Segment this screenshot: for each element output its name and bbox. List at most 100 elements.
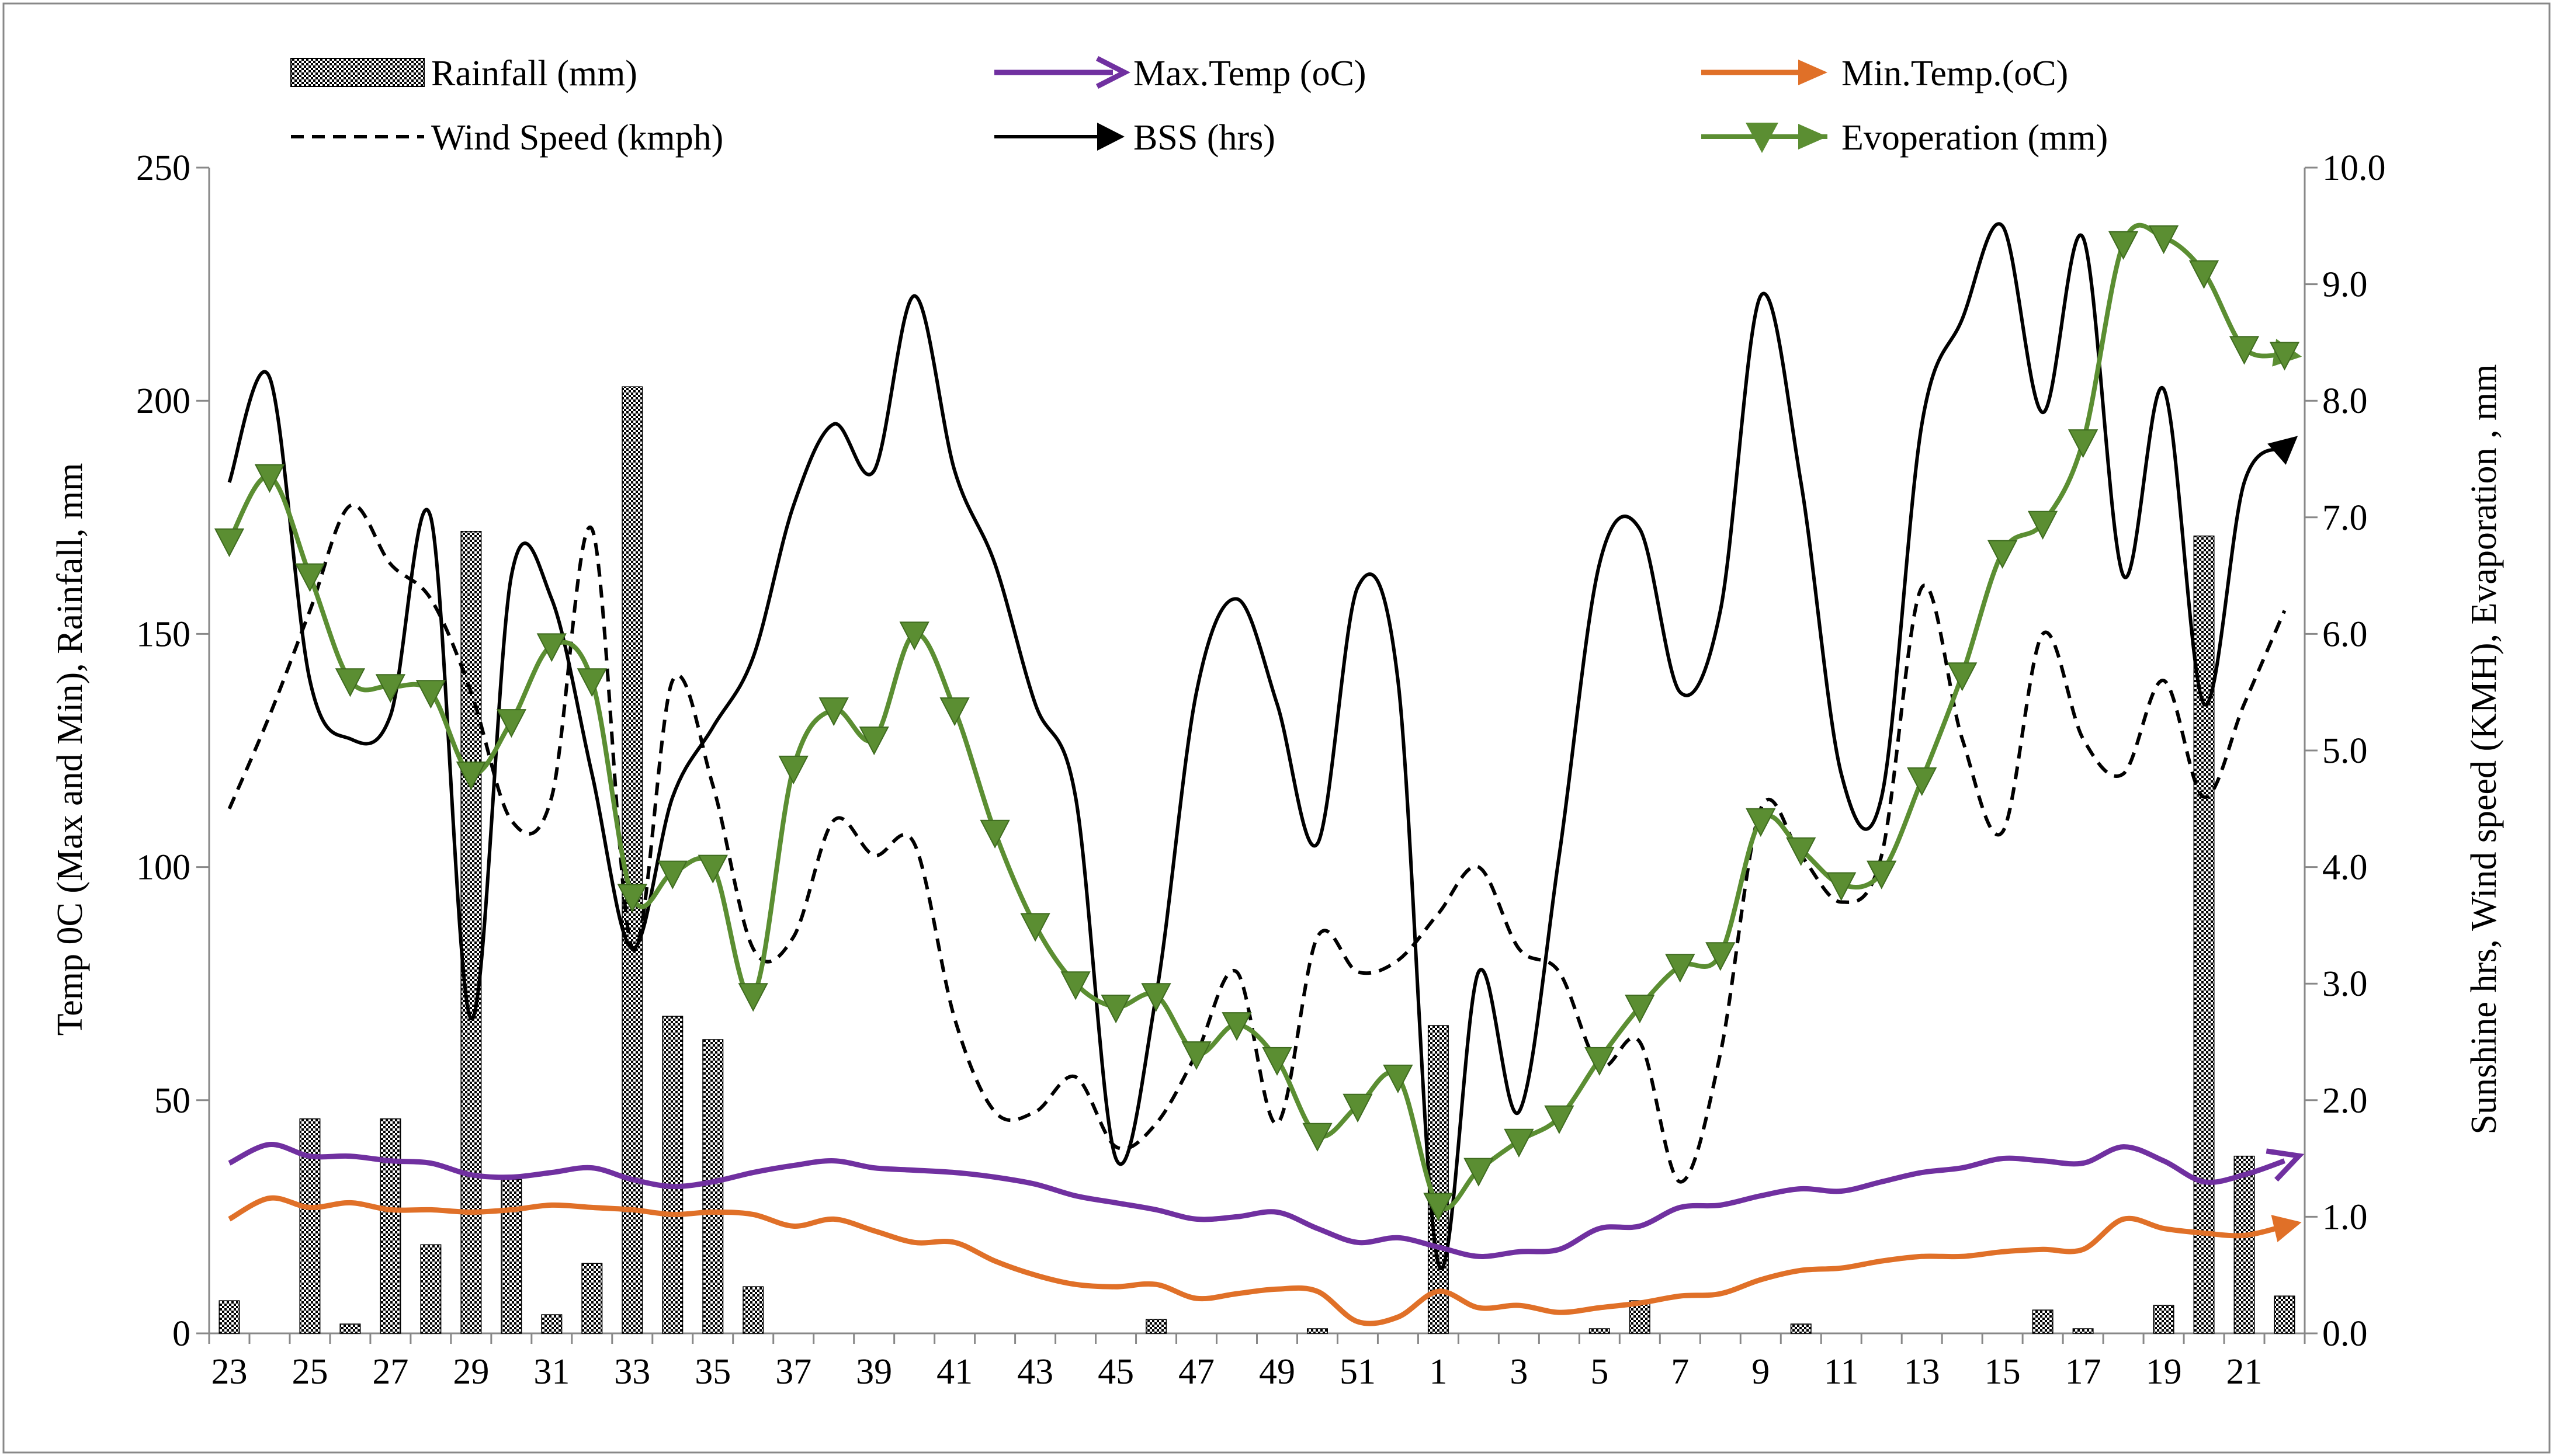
x-tick-label: 45	[1098, 1352, 1134, 1392]
y-right-tick-label: 9.0	[2322, 265, 2368, 305]
evaporation-marker	[1060, 971, 1091, 1000]
evaporation-marker	[1826, 872, 1857, 901]
bss-line	[227, 222, 2286, 1270]
evaporation-marker	[1746, 808, 1776, 837]
evaporation-marker	[1504, 1128, 1534, 1158]
rainfall-bar	[299, 1118, 321, 1334]
min-temp-line	[228, 1195, 2285, 1326]
evaporation-marker	[1786, 837, 1816, 866]
min-temp-arrowhead	[2271, 1215, 2302, 1242]
x-tick-label: 39	[856, 1352, 892, 1392]
evaporation-marker	[1181, 1041, 1212, 1071]
evaporation-marker	[1544, 1105, 1574, 1134]
x-tick-label: 49	[1259, 1352, 1295, 1392]
legend-label-wind-speed: Wind Speed (kmph)	[431, 118, 723, 158]
legend-item-min-temp: Min.Temp.(oC)	[1701, 54, 2068, 93]
evaporation-marker	[2148, 225, 2179, 254]
rainfall-bar	[1790, 1323, 1812, 1334]
x-tick-label: 1	[1429, 1352, 1447, 1392]
evaporation-marker	[496, 709, 527, 738]
evaporation-marker	[2269, 342, 2300, 371]
legend-label-bss: BSS (hrs)	[1133, 118, 1275, 158]
evaporation-marker	[738, 983, 768, 1012]
evaporation-marker	[1101, 995, 1131, 1024]
x-tick-label: 41	[936, 1352, 973, 1392]
evaporation-marker	[859, 727, 889, 756]
y-right-tick-label: 0.0	[2322, 1314, 2368, 1354]
legend-item-max-temp: Max.Temp (oC)	[994, 54, 1366, 93]
evaporation-marker	[1947, 662, 1978, 691]
y-right-tick-label: 1.0	[2322, 1197, 2368, 1237]
y-axis-right-title: Sunshine hrs, Wind speed (KMH), Evaporat…	[2464, 364, 2504, 1135]
evaporation-marker	[536, 633, 567, 662]
rainfall-bar	[702, 1039, 724, 1334]
x-tick-label: 17	[2065, 1352, 2101, 1392]
evaporation-marker	[1665, 954, 1695, 983]
y-left-tick-label: 200	[136, 381, 190, 421]
evaporation-marker	[899, 621, 929, 651]
evaporation-marker	[456, 761, 487, 791]
legend-label-min-temp: Min.Temp.(oC)	[1841, 54, 2068, 93]
tick-labels: 0 50 100 150 200 250 0.0 1.0 2.0 3.0 4.0 5.0 6.0 7.0 8…	[136, 148, 2386, 1392]
rainfall-bar	[2193, 535, 2215, 1334]
evaporation-marker	[1423, 1193, 1454, 1222]
y-right-tick-label: 8.0	[2322, 381, 2368, 421]
evaporation-marker	[1987, 540, 2018, 569]
x-tick-label: 25	[292, 1352, 328, 1392]
bss-arrowhead	[2267, 436, 2298, 465]
evaporation-marker	[1262, 1047, 1292, 1076]
evaporation-marker	[375, 674, 406, 703]
evaporation-marker	[254, 464, 285, 494]
legend-label-max-temp: Max.Temp (oC)	[1133, 54, 1366, 93]
evaporation-marker	[617, 884, 647, 913]
evaporation-marker	[1020, 913, 1050, 942]
y-axis-left-title: Temp 0C (Max and Min), Rainfall, mm	[50, 463, 90, 1036]
rainfall-bars	[218, 386, 2295, 1334]
y-left-tick-label: 150	[136, 614, 190, 654]
legend-item-evaporation: Evoperation (mm)	[1701, 118, 2108, 158]
legend-label-evaporation: Evoperation (mm)	[1841, 118, 2108, 158]
y-left-tick-label: 0	[172, 1314, 190, 1354]
x-tick-label: 43	[1017, 1352, 1053, 1392]
rainfall-bar	[662, 1016, 684, 1334]
x-tick-label: 7	[1671, 1352, 1689, 1392]
y-right-tick-label: 4.0	[2322, 848, 2368, 888]
legend-label-rainfall: Rainfall (mm)	[431, 54, 637, 93]
x-tick-label: 11	[1824, 1352, 1859, 1392]
legend-item-rainfall: Rainfall (mm)	[290, 54, 637, 93]
y-left-tick-label: 250	[136, 148, 190, 188]
x-tick-label: 37	[775, 1352, 811, 1392]
x-tick-label: 23	[211, 1352, 247, 1392]
wind-speed-line	[227, 503, 2287, 1184]
rainfall-bar	[380, 1118, 401, 1334]
rainfall-bar	[1588, 1328, 1610, 1334]
evaporation-marker	[214, 528, 245, 557]
evaporation-marker	[2188, 260, 2219, 289]
rainfall-bar	[218, 1300, 240, 1334]
max-temp-arrowhead	[2266, 1148, 2305, 1182]
evaporation-marker	[939, 697, 970, 727]
rainfall-bar	[501, 1179, 522, 1334]
evaporation-marker	[415, 680, 446, 709]
evaporation-marker	[2108, 231, 2139, 260]
x-tick-label: 51	[1340, 1352, 1376, 1392]
x-tick-label: 47	[1178, 1352, 1215, 1392]
max-temp-line	[228, 1142, 2285, 1259]
y-right-tick-label: 10.0	[2322, 148, 2386, 188]
x-tick-label: 31	[533, 1352, 570, 1392]
rainfall-bar	[2072, 1328, 2094, 1334]
y-right-tick-label: 5.0	[2322, 731, 2368, 771]
y-left-tick-label: 50	[154, 1081, 190, 1121]
evaporation-marker	[1343, 1093, 1373, 1123]
x-tick-label: 29	[453, 1352, 489, 1392]
rainfall-bar	[460, 531, 482, 1334]
x-tick-label: 21	[2226, 1352, 2263, 1392]
evaporation-marker	[2068, 429, 2098, 458]
evaporation-marker	[778, 755, 809, 785]
evaporation-marker	[980, 819, 1010, 849]
evaporation-marker	[577, 668, 607, 697]
x-tick-label: 5	[1590, 1352, 1608, 1392]
x-tick-label: 13	[1904, 1352, 1940, 1392]
evaporation-marker	[1867, 860, 1897, 889]
x-tick-label: 35	[695, 1352, 731, 1392]
